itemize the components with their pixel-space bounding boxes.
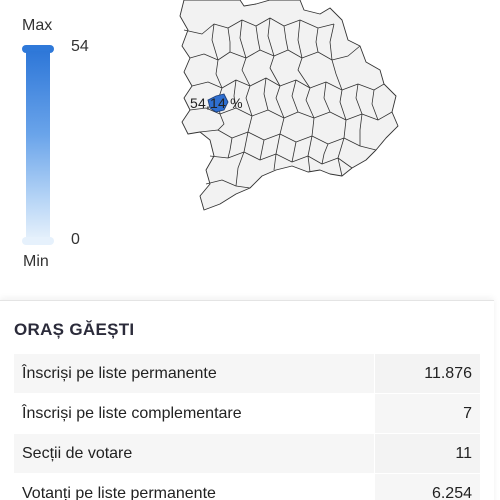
table-row: Înscriși pe liste complementare 7 <box>13 393 481 434</box>
legend-max-label: Max <box>22 17 53 34</box>
county-outline <box>179 0 399 211</box>
table-row: Secții de votare 11 <box>13 433 481 474</box>
legend-scale-top-cap <box>22 45 54 53</box>
locality-details-card: ORAȘ GĂEȘTI Înscriși pe liste permanente… <box>0 300 494 500</box>
locality-title: ORAȘ GĂEȘTI <box>14 320 135 339</box>
commune-borders <box>183 17 393 189</box>
legend-color-scale <box>22 45 54 245</box>
table-row: Înscriși pe liste permanente 11.876 <box>13 353 481 394</box>
legend-min-value: 0 <box>71 231 80 248</box>
stat-value: 7 <box>374 393 481 434</box>
legend-scale-bottom-cap <box>22 237 54 245</box>
stat-label: Înscriși pe liste permanente <box>13 353 375 394</box>
county-map[interactable] <box>170 0 410 220</box>
highlighted-commune <box>207 93 229 113</box>
legend-min-label: Min <box>23 253 49 270</box>
stat-label: Votanți pe liste permanente <box>13 473 375 500</box>
stat-label: Secții de votare <box>13 433 375 474</box>
map-highlight-percentage: 54,14 % <box>190 95 243 111</box>
legend-gradient <box>26 51 50 237</box>
stat-value: 11 <box>374 433 481 474</box>
stat-label: Înscriși pe liste complementare <box>13 393 375 434</box>
stat-value: 11.876 <box>374 353 481 394</box>
table-row: Votanți pe liste permanente 6.254 <box>13 473 481 500</box>
stat-value: 6.254 <box>374 473 481 500</box>
legend-max-value: 54 <box>71 38 89 55</box>
stats-table: Înscriși pe liste permanente 11.876 Însc… <box>13 353 481 500</box>
